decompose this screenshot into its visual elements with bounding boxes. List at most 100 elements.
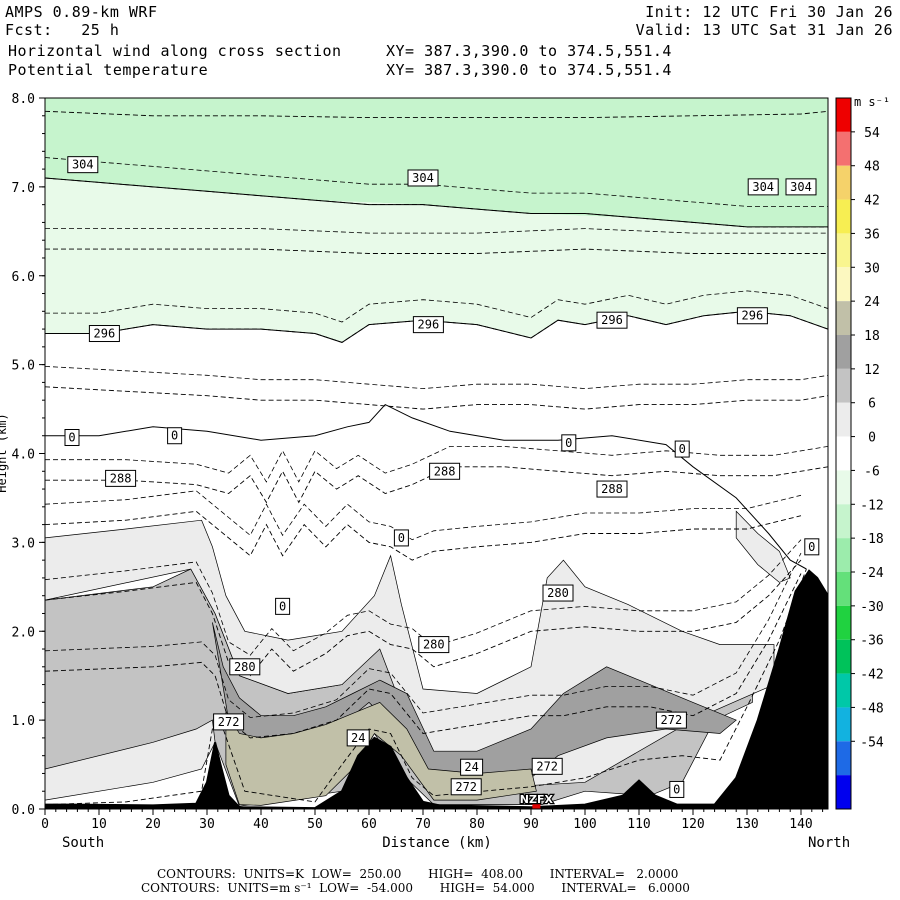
theta-contour-306 [45,157,828,207]
contour-label-box [655,711,687,729]
colorbar-swatch-17 [836,673,851,708]
contour-label-text: 0 [679,442,686,456]
contour-label-27: 0 [669,780,685,798]
colorbar-tick-label: -42 [860,668,883,683]
colorbar-tick-label: -36 [860,634,883,649]
wind-band-neg12-neg6 [45,178,828,343]
colorbar-tick-label: 24 [864,295,880,310]
colorbar-tick-label: 42 [864,194,880,209]
contour-label-box [460,758,484,776]
wind-neg12-contour [45,177,828,228]
contour-label-box [542,584,574,602]
contour-label-3: 304 [785,178,817,196]
colorbar-swatch-13 [836,538,851,572]
xy-theta: XY= 387.3,390.0 to 374.5,551.4 [386,61,672,79]
contour-label-text: 304 [752,180,774,194]
contour-label-box [346,729,370,747]
contour-label-text: 304 [412,171,434,185]
contour-label-text: 304 [790,180,812,194]
colorbar-swatch-0 [836,98,851,132]
contour-label-26: 272 [450,778,482,796]
colorbar-swatch-7 [836,335,851,369]
x-axis-left-label: South [62,835,104,851]
contour-label-23: 24 [346,729,370,747]
contour-label-box [531,757,563,775]
x-tick-label: 100 [573,817,596,832]
contour-label-text: 296 [418,318,440,332]
colorbar-swatch-3 [836,199,851,234]
valid-time: Valid: 13 UTC Sat 31 Jan 26 [635,21,893,39]
colorbar-tick-label: -54 [860,735,884,750]
theta-contour-294 [45,366,828,390]
contour-label-21: 272 [213,713,245,731]
colorbar-swatch-15 [836,605,851,640]
contour-label-7: 296 [736,307,768,325]
wind-speed-region-3 [735,510,791,583]
theta-contour-278 [45,552,802,718]
wind-band-neg18-neg12 [45,98,828,227]
contour-label-text: 280 [234,660,256,674]
wind-neg6-contour [45,310,828,343]
footer-theta-contours: CONTOURS: UNITS=K LOW= 250.00 HIGH= 408.… [157,867,679,881]
colorbar-tick-label: -6 [864,464,880,479]
contour-label-0: 304 [67,156,99,174]
contour-label-text: 0 [68,431,75,445]
contour-label-19: 280 [418,636,450,654]
colorbar-tick-label: 48 [864,160,880,175]
wind-zero-contour [45,403,807,570]
contour-label-box [167,427,183,445]
contour-label-box [804,538,820,556]
colorbar-swatch-9 [836,402,851,437]
contour-label-text: 272 [661,713,683,727]
station-label: NZFX [520,793,554,806]
colorbar-tick-label: -48 [860,701,883,716]
colorbar-tick-label: 18 [864,329,880,344]
contour-label-14: 288 [596,480,628,498]
x-axis-label: Distance (km) [382,835,492,851]
contour-label-6: 296 [596,311,628,329]
y-tick-label: 7.0 [12,181,35,196]
colorbar-tick-label: -12 [860,498,883,513]
x-tick-label: 10 [91,817,107,832]
contour-label-1: 304 [407,169,439,187]
contour-label-text: 24 [464,760,478,774]
contour-label-box [64,429,80,447]
station-marker [532,801,541,809]
x-tick-label: 20 [145,817,161,832]
terrain-fill [45,570,828,809]
contour-label-box [229,658,261,676]
contour-label-text: 0 [565,436,572,450]
theta-contour-280 [45,559,802,677]
contour-label-text: 272 [536,759,558,773]
x-tick-label: 60 [361,817,377,832]
x-tick-label: 70 [415,817,431,832]
contour-label-box [561,434,577,452]
contour-label-text: 0 [279,599,286,613]
contour-label-20: 280 [229,658,261,676]
contour-label-10: 0 [561,434,577,452]
contour-label-text: 0 [673,782,680,796]
colorbar-swatch-6 [836,301,851,335]
contour-label-9: 0 [167,427,183,445]
contour-label-18: 280 [542,584,574,602]
colorbar-swatch-10 [836,436,851,471]
theta-contour-298 [45,290,828,323]
contour-label-box [213,713,245,731]
y-tick-label: 3.0 [12,536,35,551]
colorbar-swatch-11 [836,470,851,505]
colorbar-tick-label: 6 [868,397,876,412]
colorbar-swatch-2 [836,165,851,200]
theta-contour-284 [45,510,802,561]
contour-label-text: 272 [218,715,240,729]
colorbar-swatch-4 [836,233,851,268]
colorbar-frame [835,97,852,810]
x-tick-label: 130 [735,817,758,832]
axes: 0 10 20 30 40 50 60 70 80 90 100 110 120 130 140Distan… [0,92,850,851]
footer-wind-contours: CONTOURS: UNITS=m s⁻¹ LOW= -54.000 HIGH=… [141,881,690,895]
contour-label-16: 0 [804,538,820,556]
contour-label-box [105,469,137,487]
colorbar-swatch-18 [836,707,851,742]
theta-contour-288 [45,466,828,504]
contour-label-text: 280 [423,638,445,652]
